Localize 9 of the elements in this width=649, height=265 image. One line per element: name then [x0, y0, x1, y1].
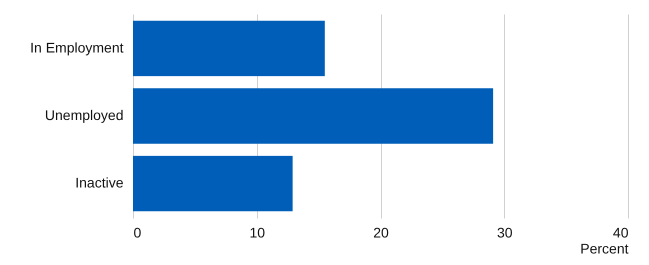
y-tick-label: Inactive — [75, 174, 124, 191]
x-tick-label: 40 — [612, 224, 629, 240]
x-tick-label: 20 — [373, 224, 389, 240]
y-tick-label: Unemployed — [44, 107, 124, 123]
x-axis-title: Percent — [580, 240, 629, 256]
x-tick-label: 10 — [249, 224, 266, 240]
y-tick-label: In Employment — [30, 39, 124, 56]
x-tick-label: 30 — [496, 224, 513, 240]
x-tick-label: 0 — [134, 224, 142, 240]
